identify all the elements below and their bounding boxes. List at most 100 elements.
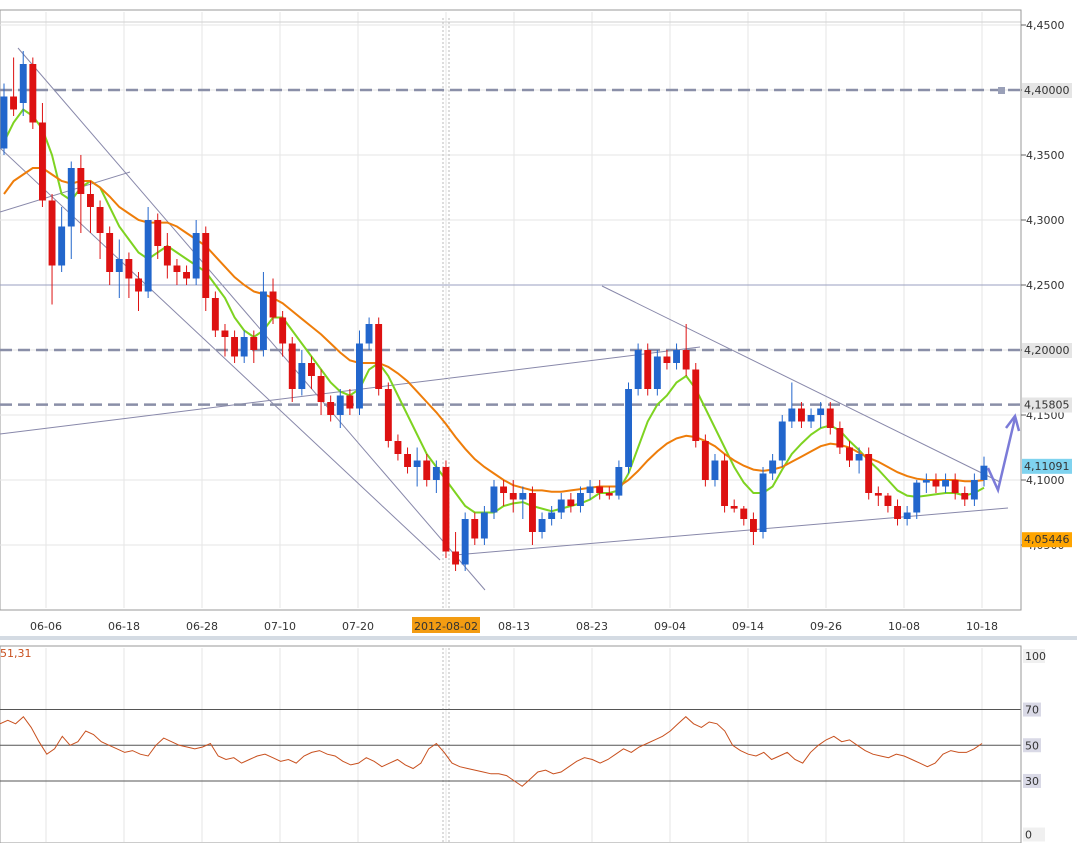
candle[interactable] [173,259,181,285]
candle[interactable] [653,350,661,396]
candle[interactable] [778,415,786,467]
candle[interactable] [48,194,56,305]
candle[interactable] [692,363,700,448]
candle[interactable] [10,57,17,117]
candle[interactable] [922,473,930,494]
candle[interactable] [961,486,969,507]
candle[interactable] [644,343,652,396]
candle[interactable] [163,233,171,279]
candle[interactable] [730,499,738,513]
candle[interactable] [221,324,229,357]
candle[interactable] [58,207,66,272]
candle[interactable] [567,493,575,513]
candle[interactable] [202,226,210,312]
candle[interactable] [260,272,267,357]
candle[interactable] [701,434,709,487]
candle[interactable] [634,343,642,396]
candle[interactable] [442,460,450,559]
candle[interactable] [346,389,354,415]
candle[interactable] [29,57,37,130]
candle[interactable] [980,456,988,487]
candle[interactable] [605,486,613,500]
candle[interactable] [625,382,632,474]
candle[interactable] [240,330,248,364]
candle[interactable] [538,512,546,539]
level-handle[interactable] [998,87,1005,94]
candle[interactable] [894,499,901,526]
candle[interactable] [135,272,142,311]
candle[interactable] [192,220,200,285]
candle[interactable] [231,330,238,364]
candle[interactable] [884,493,892,513]
candle[interactable] [586,480,594,500]
candle[interactable] [577,486,584,513]
candle[interactable] [269,278,277,325]
candle[interactable] [769,454,777,480]
candle[interactable] [77,155,85,233]
candle[interactable] [356,330,363,416]
candle[interactable] [865,447,873,500]
candle[interactable] [942,473,949,494]
candle[interactable] [394,434,402,461]
candle[interactable] [846,441,853,467]
candle[interactable] [115,239,123,299]
candle[interactable] [836,421,844,455]
candle[interactable] [519,486,527,520]
candle[interactable] [39,103,46,207]
candle[interactable] [615,460,623,500]
candle[interactable] [327,395,335,422]
candle[interactable] [67,161,75,260]
candle[interactable] [211,291,219,338]
candle[interactable] [596,480,604,500]
candle[interactable] [855,447,863,474]
candle[interactable] [807,408,815,429]
candle[interactable] [375,317,383,396]
candle[interactable] [932,473,940,494]
candle[interactable] [826,402,834,435]
candle[interactable] [788,382,796,429]
candle[interactable] [970,473,978,507]
candle[interactable] [125,252,133,299]
candle[interactable] [874,486,882,507]
candle[interactable] [432,460,440,494]
candle[interactable] [96,200,104,260]
candle[interactable] [279,311,287,357]
candle[interactable] [913,480,921,519]
candle[interactable] [87,181,94,233]
candle[interactable] [384,382,392,448]
candle[interactable] [490,480,498,519]
candle[interactable] [317,369,325,416]
candle[interactable] [144,207,152,298]
candle[interactable] [452,532,459,571]
candle[interactable] [500,480,507,506]
candle[interactable] [903,506,911,526]
candle[interactable] [682,324,690,376]
candle[interactable] [480,506,488,545]
candle[interactable] [817,402,825,428]
candle[interactable] [154,213,162,260]
candle[interactable] [404,447,411,474]
candle[interactable] [750,512,757,546]
candle[interactable] [721,454,728,513]
panel-splitter[interactable] [0,636,1077,640]
candle[interactable] [529,486,536,546]
candle[interactable] [557,493,565,519]
candle[interactable] [951,473,959,500]
candle[interactable] [798,402,805,428]
candle[interactable] [423,454,431,487]
candle[interactable] [298,350,306,396]
candle[interactable] [0,83,8,156]
candle[interactable] [673,343,680,370]
candle[interactable] [19,51,27,116]
candle[interactable] [308,356,315,390]
candle[interactable] [740,506,748,526]
candle[interactable] [759,467,767,539]
candle[interactable] [336,389,344,428]
candle[interactable] [413,447,421,487]
candle[interactable] [471,512,479,546]
candle[interactable] [711,454,719,487]
candle[interactable] [365,317,373,351]
candle[interactable] [663,350,671,370]
candle[interactable] [509,480,517,513]
